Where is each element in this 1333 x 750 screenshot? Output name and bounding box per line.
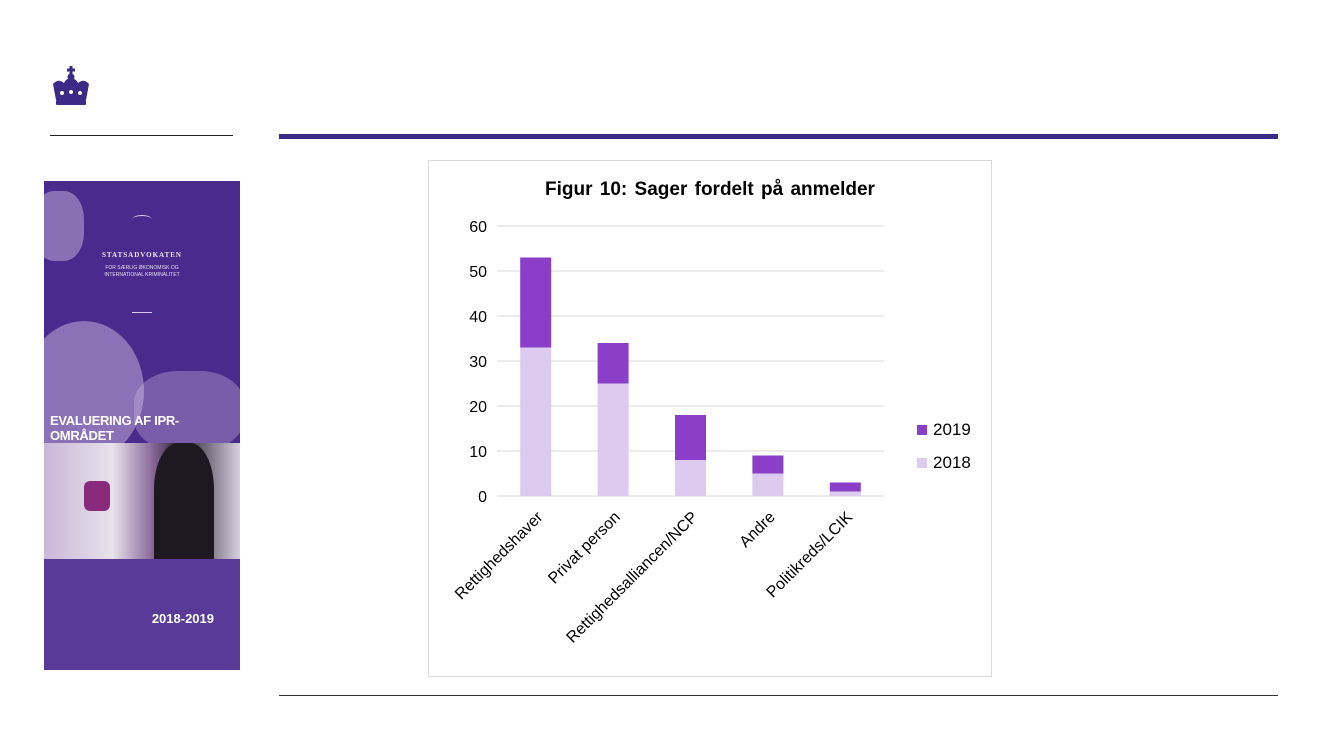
legend-item-2019: 2019 (917, 413, 971, 446)
cover-years: 2018-2019 (151, 611, 214, 626)
bar-2019 (752, 455, 784, 474)
chart-legend: 2019 2018 (917, 413, 971, 479)
x-tick-label: Rettighedsalliancen/NCP (564, 509, 702, 647)
cover-emblem-mark (132, 215, 152, 224)
y-tick-label: 0 (478, 489, 487, 506)
x-tick-label: Politikreds/LCIK (764, 509, 857, 602)
x-tick-label: Andre (737, 509, 779, 551)
cover-organization: STATSADVOKATEN (102, 251, 182, 259)
y-tick-label: 50 (469, 264, 487, 281)
bar-2019 (829, 482, 861, 492)
y-tick-label: 60 (469, 219, 487, 236)
report-cover: STATSADVOKATEN FOR SÆRLIG ØKONOMISK OG I… (44, 181, 240, 670)
bar-2018 (520, 347, 552, 496)
x-tick-label: Privat person (545, 509, 624, 588)
cover-decoration (44, 321, 144, 461)
bar-2018 (752, 473, 784, 496)
cover-title: EVALUERING AF IPR-OMRÅDET (50, 413, 179, 443)
x-tick-label: Rettighedshaver (452, 508, 547, 603)
y-tick-label: 10 (469, 444, 487, 461)
legend-label: 2019 (933, 419, 971, 439)
bar-2018 (829, 491, 861, 496)
cover-subtitle-line: INTERNATIONAL KRIMINALITET (104, 272, 180, 278)
cover-divider (132, 312, 152, 313)
cover-decoration (134, 371, 240, 451)
bar-2019 (597, 343, 629, 384)
legend-swatch (917, 424, 927, 435)
bar-2018 (675, 460, 706, 496)
legend-item-2018: 2018 (917, 446, 971, 479)
crown-icon (53, 66, 89, 105)
chart-title: Figur 10: Sager fordelt på anmelder (545, 179, 875, 200)
top-divider (279, 134, 1278, 139)
legend-swatch (917, 457, 927, 468)
cover-floor (44, 559, 240, 670)
legend-label: 2018 (933, 452, 971, 472)
bar-2019 (675, 415, 706, 460)
left-divider (50, 135, 233, 136)
bar-2018 (597, 383, 629, 496)
cover-photo-figure (154, 443, 214, 559)
cover-decoration (44, 191, 84, 261)
y-tick-label: 30 (469, 354, 487, 371)
cover-subtitle: FOR SÆRLIG ØKONOMISK OG INTERNATIONAL KR… (44, 265, 240, 279)
chart-container: Figur 10: Sager fordelt på anmelder 0 10 2… (428, 160, 992, 677)
cover-subtitle-line: FOR SÆRLIG ØKONOMISK OG (105, 265, 179, 271)
y-tick-label: 20 (469, 399, 487, 416)
y-tick-label: 40 (469, 309, 487, 326)
cover-photo-chair (84, 481, 110, 511)
bar-2019 (520, 257, 552, 348)
bottom-divider (279, 695, 1278, 696)
